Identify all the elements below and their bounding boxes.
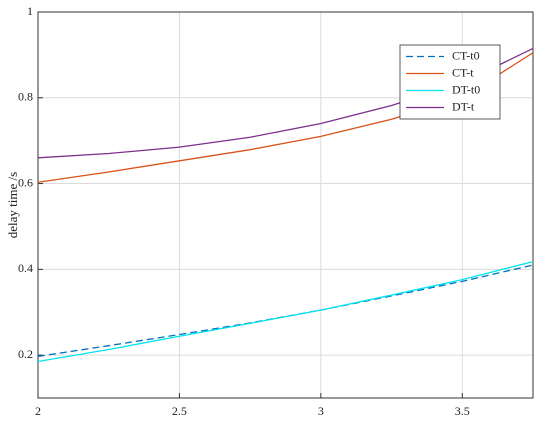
y-tick-label: 0.6 (18, 175, 33, 189)
plot-frame (37, 11, 534, 399)
series-line (37, 264, 534, 358)
y-tick-label: 1 (27, 4, 33, 18)
series-line (37, 260, 534, 363)
legend-label: CT-t (452, 65, 474, 79)
y-tick-label: 0.4 (18, 261, 33, 275)
x-tick-label: 3 (318, 404, 324, 418)
x-tick-label: 2 (35, 404, 41, 418)
y-tick-label: 0.2 (18, 347, 33, 361)
legend-box (399, 44, 501, 120)
legend-label: DT-t (452, 99, 475, 113)
legend: CT-t0 CT-t DT-t0 DT-t (399, 44, 501, 120)
y-axis-label: delay time /s (5, 172, 20, 238)
x-tick-label: 2.5 (172, 404, 187, 418)
y-tick-label: 0.8 (18, 90, 33, 104)
legend-label: DT-t0 (452, 82, 480, 96)
legend-label: CT-t0 (452, 48, 480, 62)
x-tick-label: 3.5 (455, 404, 470, 418)
